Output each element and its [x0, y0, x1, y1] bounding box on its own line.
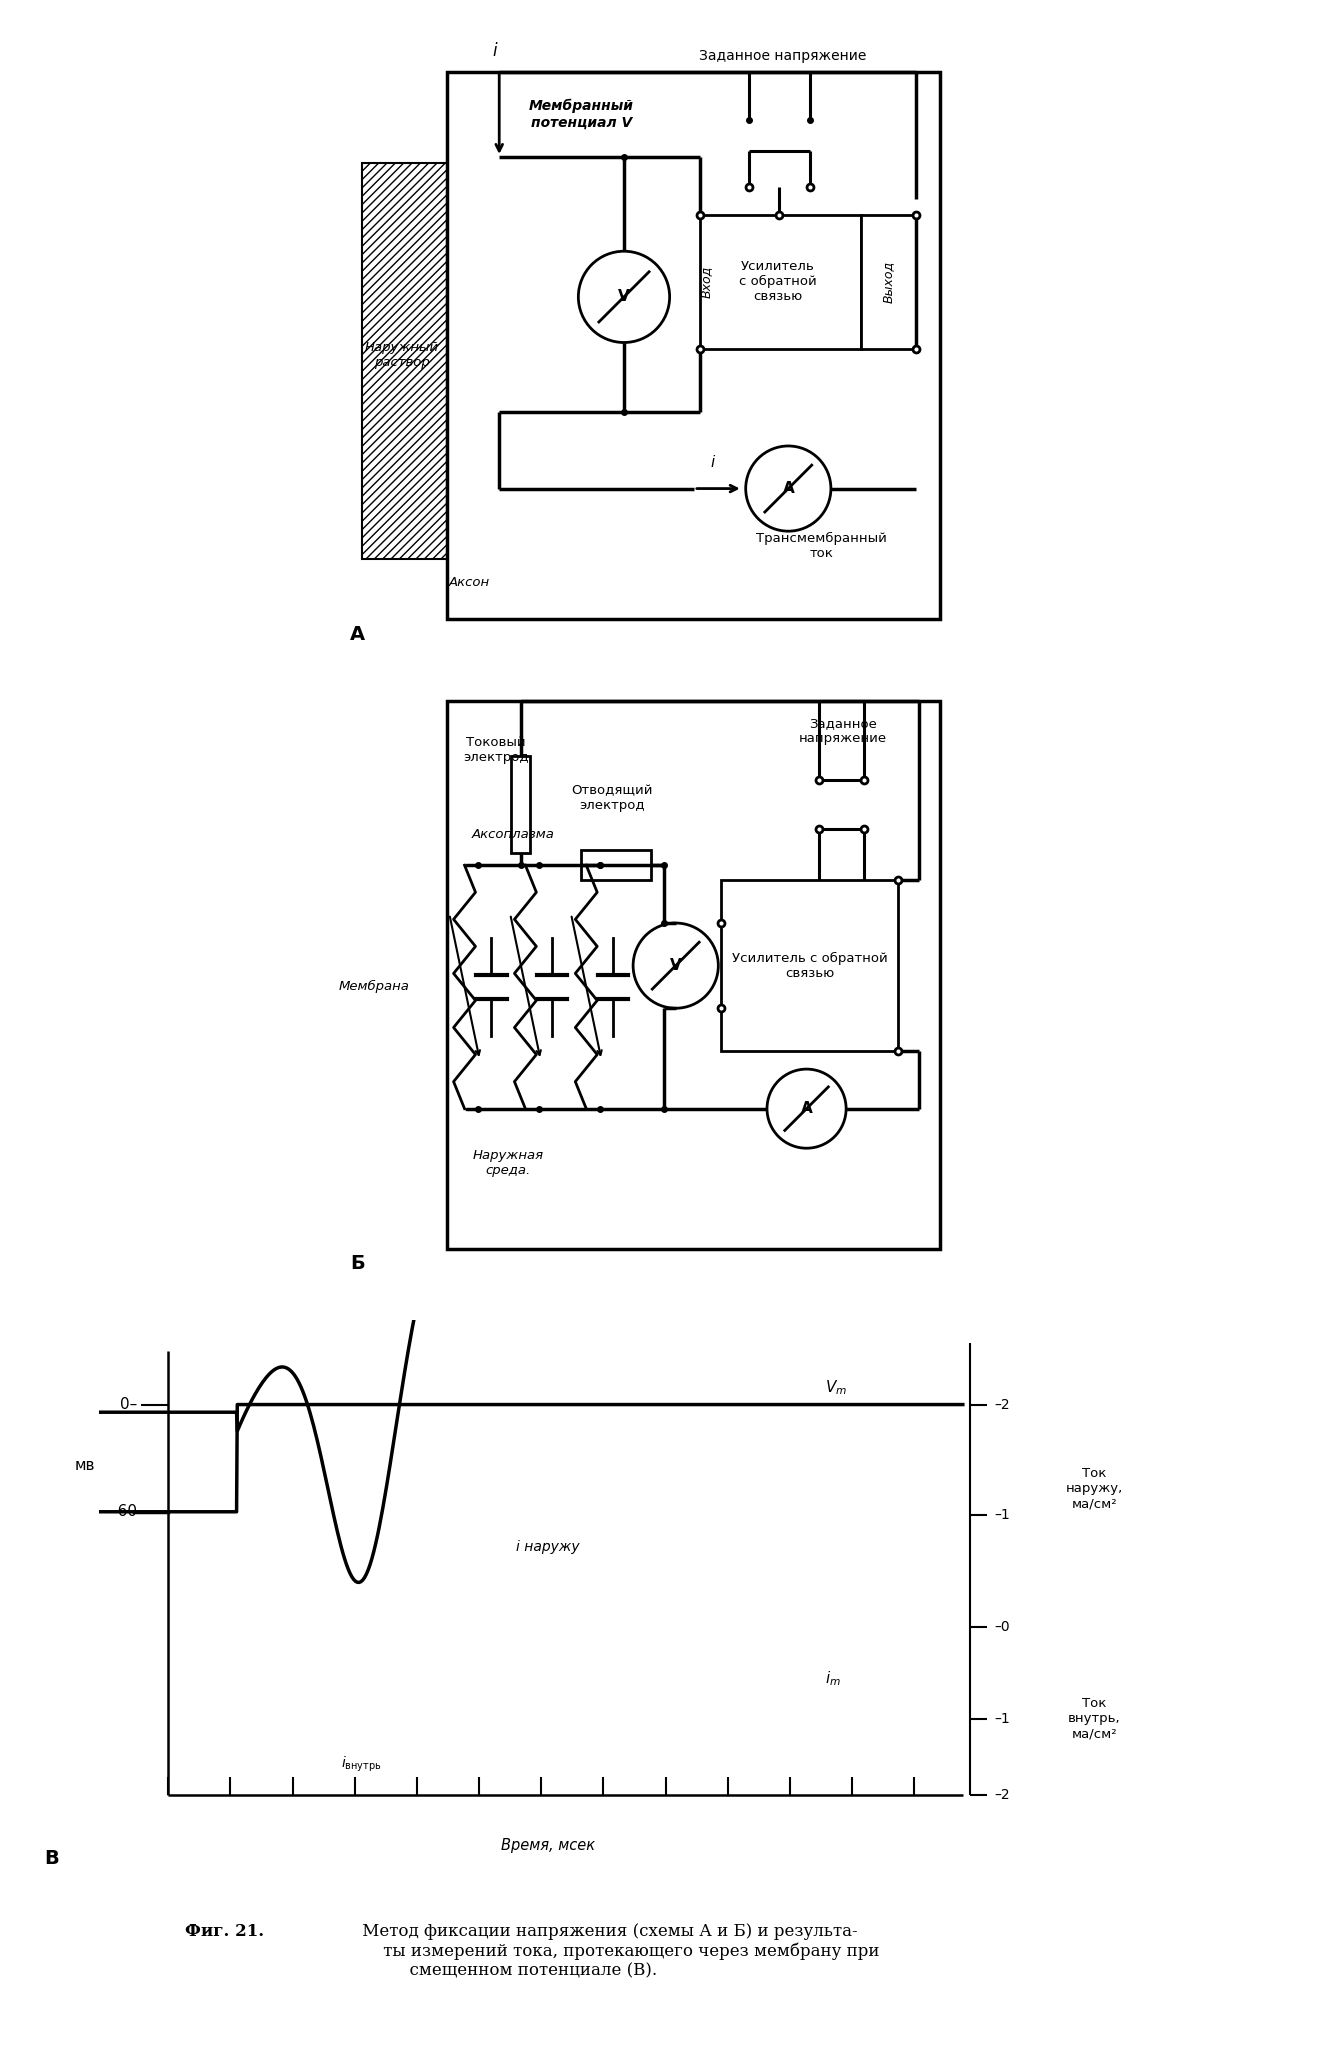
- Bar: [700, 215, 861, 349]
- Text: Метод фиксации напряжения (схемы А и Б) и результа-
     ты измерений тока, прот: Метод фиксации напряжения (схемы А и Б) …: [357, 1923, 880, 1980]
- Text: Выход: Выход: [882, 260, 896, 303]
- Text: Время, мсек: Время, мсек: [501, 1838, 596, 1853]
- Text: мв: мв: [75, 1459, 95, 1473]
- Text: Заданное напряжение: Заданное напряжение: [699, 50, 865, 64]
- Text: A: A: [801, 1102, 812, 1116]
- Text: $V_m$: $V_m$: [824, 1378, 847, 1397]
- Text: В: В: [44, 1848, 58, 1867]
- Text: –2: –2: [993, 1397, 1009, 1411]
- Text: Отводящий
электрод: Отводящий электрод: [571, 784, 653, 813]
- Bar: [581, 850, 651, 881]
- Text: 0–: 0–: [120, 1397, 137, 1411]
- Bar: [721, 881, 898, 1050]
- Text: i: i: [493, 41, 497, 60]
- Text: Усилитель
с обратной
связью: Усилитель с обратной связью: [738, 260, 816, 303]
- Text: Усилитель с обратной
связью: Усилитель с обратной связью: [732, 951, 888, 980]
- Text: –1: –1: [993, 1508, 1009, 1522]
- Bar: [861, 215, 915, 349]
- Bar: [448, 194, 532, 528]
- Text: Ток
наружу,
ма/см²: Ток наружу, ма/см²: [1066, 1467, 1123, 1510]
- Text: V: V: [618, 289, 630, 305]
- Text: –60: –60: [110, 1504, 137, 1518]
- Text: Аксоплазма: Аксоплазма: [472, 827, 555, 842]
- Text: Фиг. 21.: Фиг. 21.: [185, 1923, 264, 1939]
- Text: А: А: [350, 625, 365, 644]
- Text: –1: –1: [993, 1712, 1009, 1725]
- Text: –2: –2: [993, 1789, 1009, 1803]
- Text: Б: Б: [350, 1254, 365, 1273]
- Bar: [362, 163, 497, 559]
- Text: Наружная
среда.: Наружная среда.: [473, 1149, 544, 1178]
- Text: A: A: [782, 481, 794, 495]
- Text: –0: –0: [993, 1619, 1009, 1634]
- Text: Заданное
напряжение: Заданное напряжение: [799, 718, 888, 745]
- Text: $i_{\rm внутрь}$: $i_{\rm внутрь}$: [341, 1756, 382, 1774]
- Text: Наружный
раствор: Наружный раствор: [365, 340, 439, 369]
- Text: Токовый
электрод: Токовый электрод: [464, 736, 528, 763]
- Bar: [448, 701, 941, 1248]
- Text: Мембрана: Мембрана: [339, 980, 410, 994]
- Bar: [511, 755, 530, 852]
- Text: i наружу: i наружу: [517, 1539, 580, 1553]
- Text: i: i: [711, 456, 715, 470]
- Text: Аксон: Аксон: [448, 576, 489, 590]
- Text: Ток
внутрь,
ма/см²: Ток внутрь, ма/см²: [1067, 1698, 1120, 1739]
- Text: Вход: Вход: [700, 266, 712, 297]
- Bar: [448, 72, 941, 619]
- Text: V: V: [670, 957, 682, 974]
- Text: $i_m$: $i_m$: [824, 1669, 840, 1688]
- Text: Мембранный
потенциал V: Мембранный потенциал V: [528, 99, 634, 130]
- Text: Трансмембранный
ток: Трансмембранный ток: [757, 532, 888, 561]
